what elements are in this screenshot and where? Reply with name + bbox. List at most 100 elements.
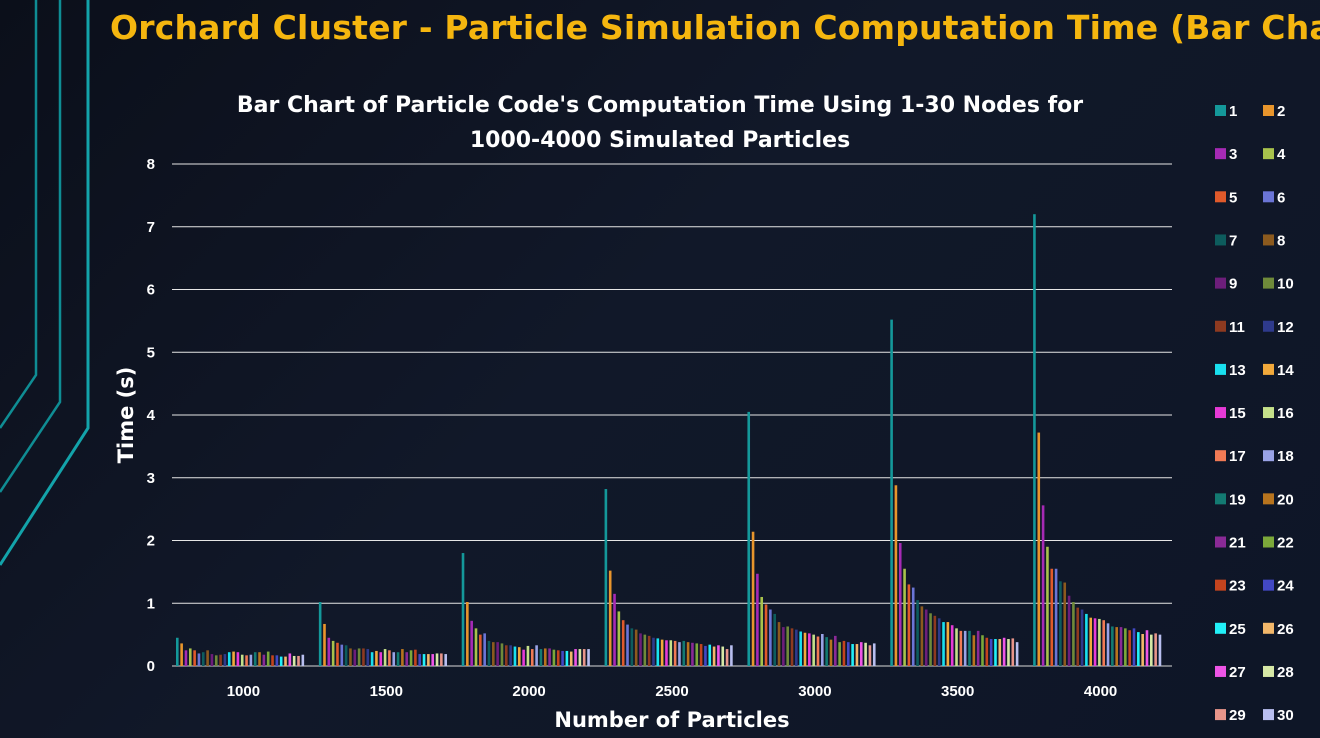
bar-series-13-cat-2000: [513, 646, 517, 666]
bar-series-1-cat-2000: [461, 553, 465, 666]
bar-series-7-cat-4000: [1059, 581, 1062, 666]
legend-label: 13: [1229, 362, 1246, 379]
bar-series-3-cat-1000: [184, 650, 188, 666]
bar-series-15-cat-2500: [665, 640, 668, 666]
bar-series-24-cat-2500: [704, 645, 707, 666]
bar-series-5-cat-2500: [621, 620, 625, 666]
bar-series-22-cat-3000: [838, 642, 841, 666]
bar-series-6-cat-4000: [1054, 568, 1058, 666]
bar-series-23-cat-3500: [985, 637, 989, 666]
bar-series-19-cat-2000: [539, 649, 543, 666]
bar-series-17-cat-1500: [388, 650, 391, 666]
decorative-corner-lines: [0, 0, 90, 566]
legend-item-20: 20: [1263, 491, 1294, 508]
bar-series-3-cat-2000: [470, 620, 473, 666]
legend-swatch: [1215, 450, 1226, 462]
bar-series-20-cat-3000: [829, 639, 833, 666]
bar-series-21-cat-3500: [976, 630, 980, 666]
legend-swatch: [1263, 105, 1274, 116]
bar-series-16-cat-3500: [955, 628, 958, 666]
legend-swatch: [1215, 665, 1226, 677]
legend-label: 26: [1277, 621, 1294, 638]
bar-series-29-cat-3500: [1011, 638, 1015, 666]
deco-line-1: [0, 0, 38, 429]
bar-series-7-cat-3500: [916, 600, 919, 666]
bar-series-13-cat-1000: [227, 652, 231, 666]
bar-series-2-cat-3500: [894, 485, 898, 666]
bar-series-2-cat-1500: [323, 623, 326, 666]
bar-series-28-cat-1000: [292, 655, 296, 666]
bar-series-5-cat-3000: [764, 604, 768, 666]
legend-item-23: 23: [1215, 578, 1246, 595]
legend-label: 29: [1229, 707, 1246, 724]
bar-series-24-cat-1000: [275, 655, 279, 666]
legend-swatch: [1263, 148, 1274, 160]
bar-series-4-cat-3000: [760, 596, 764, 666]
legend-swatch: [1263, 493, 1274, 505]
legend-label: 11: [1229, 319, 1245, 336]
bar-series-20-cat-1000: [258, 652, 261, 666]
bar-series-23-cat-2000: [556, 650, 560, 666]
bar-series-18-cat-3000: [821, 634, 824, 666]
legend-swatch: [1215, 622, 1226, 634]
bar-series-12-cat-3500: [937, 618, 941, 666]
legend-swatch: [1215, 320, 1226, 332]
bar-series-6-cat-1500: [340, 644, 344, 666]
legend-item-16: 16: [1263, 405, 1294, 422]
legend-item-1: 1: [1215, 103, 1237, 120]
bar-series-8-cat-2500: [634, 629, 638, 666]
y-tick-label: 3: [147, 470, 155, 487]
bar-series-30-cat-4000: [1158, 634, 1162, 667]
bar-series-26-cat-4000: [1141, 634, 1144, 666]
bar-series-10-cat-1500: [357, 648, 361, 666]
bar-series-10-cat-2000: [500, 643, 504, 666]
bar-series-8-cat-1500: [349, 648, 352, 666]
legend-label: 19: [1229, 491, 1246, 508]
chart-title-line-2: 1000-4000 Simulated Particles: [470, 128, 850, 153]
bar-series-4-cat-2500: [617, 611, 621, 666]
bar-series-14-cat-1500: [375, 650, 378, 666]
bar-series-4-cat-1000: [188, 648, 192, 666]
bar-series-23-cat-4000: [1128, 630, 1131, 666]
bar-series-19-cat-3000: [825, 637, 828, 666]
legend-label: 20: [1277, 491, 1294, 508]
bar-series-24-cat-3000: [846, 642, 850, 666]
bar-series-29-cat-4000: [1154, 633, 1157, 666]
bar-series-18-cat-1000: [249, 654, 253, 666]
legend-item-13: 13: [1215, 362, 1246, 379]
x-tick-label: 2500: [655, 683, 688, 700]
legend-item-6: 6: [1263, 189, 1285, 206]
legend-label: 24: [1277, 578, 1294, 595]
y-tick-label: 6: [147, 282, 155, 299]
x-axis-ticks: 1000 1500 2000 2500 3000 3500 4000: [227, 683, 1118, 700]
x-tick-label: 2000: [512, 683, 545, 700]
bar-series-9-cat-3000: [782, 627, 785, 666]
bar-series-4-cat-1500: [331, 640, 335, 666]
bar-series-23-cat-3000: [842, 640, 846, 666]
bar-series-28-cat-1500: [435, 653, 439, 666]
chart-title-line-1: Bar Chart of Particle Code's Computation…: [237, 93, 1083, 118]
legend-label: 27: [1229, 664, 1246, 681]
bar-series-24-cat-4000: [1132, 628, 1136, 666]
bar-series-20-cat-1500: [401, 649, 404, 666]
bar-series-4-cat-3500: [903, 568, 906, 666]
bar-series-3-cat-3500: [898, 543, 902, 666]
bar-series-3-cat-1500: [327, 637, 331, 666]
bar-series-27-cat-4000: [1145, 630, 1149, 666]
bar-series-20-cat-2500: [686, 642, 690, 666]
legend-item-12: 12: [1263, 319, 1294, 336]
bar-series-22-cat-4000: [1124, 628, 1127, 666]
x-axis-label: Number of Particles: [554, 708, 789, 732]
bar-series-15-cat-3000: [808, 633, 811, 666]
bar-series-10-cat-4000: [1072, 602, 1075, 666]
bar-series-10-cat-1000: [214, 655, 218, 666]
legend-swatch: [1215, 493, 1226, 505]
bar-series-3-cat-3000: [756, 573, 759, 666]
bar-series-5-cat-1500: [336, 642, 339, 666]
legend-label: 5: [1229, 189, 1237, 206]
legend-label: 12: [1277, 319, 1294, 336]
bar-series-24-cat-2000: [561, 650, 564, 666]
x-tick-label: 3000: [798, 683, 831, 700]
bar-series-21-cat-1000: [262, 654, 266, 666]
bar-series-9-cat-3500: [924, 609, 928, 666]
